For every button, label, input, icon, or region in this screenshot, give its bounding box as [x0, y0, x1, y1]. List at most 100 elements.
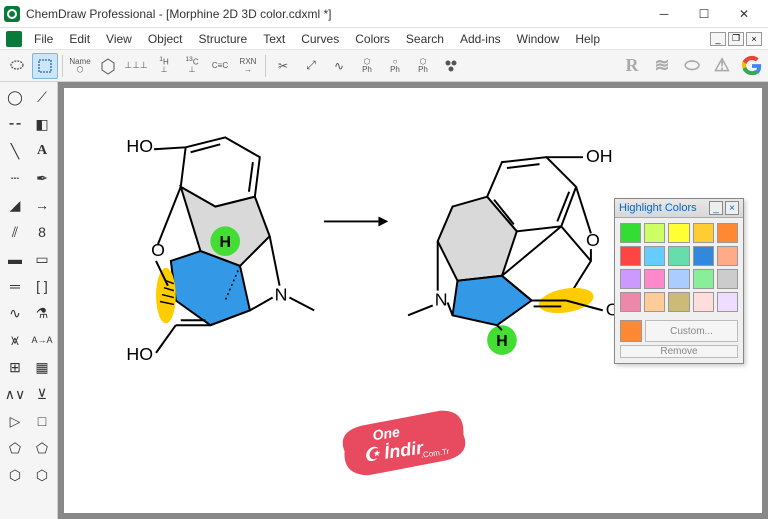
- color-swatch[interactable]: [644, 292, 665, 312]
- warning-icon[interactable]: ⚠: [710, 54, 734, 78]
- eraser-tool[interactable]: ◧: [29, 111, 55, 137]
- sq-tool[interactable]: □: [29, 408, 55, 434]
- color-swatch[interactable]: [644, 246, 665, 266]
- color-swatch[interactable]: [668, 223, 689, 243]
- cloud-icon[interactable]: ⬭: [680, 54, 704, 78]
- color-swatch[interactable]: [644, 223, 665, 243]
- pent2-tool[interactable]: ⬠: [29, 435, 55, 461]
- bracket-tool[interactable]: [ ]: [29, 273, 55, 299]
- hex2-tool[interactable]: ⬡: [29, 462, 55, 488]
- zig2-tool[interactable]: ∧∨: [2, 381, 28, 407]
- maximize-button[interactable]: ☐: [684, 0, 724, 28]
- tri-tool[interactable]: ▷: [2, 408, 28, 434]
- mass-tool[interactable]: ⊥⊥⊥: [123, 53, 149, 79]
- r-icon[interactable]: R: [620, 54, 644, 78]
- color-swatch[interactable]: [717, 223, 738, 243]
- color-swatch[interactable]: [620, 223, 641, 243]
- panel-title: Highlight Colors: [619, 202, 707, 214]
- color-swatch[interactable]: [693, 223, 714, 243]
- ph3-tool[interactable]: ⬡Ph: [410, 53, 436, 79]
- lasso-tool[interactable]: [4, 53, 30, 79]
- line-tool[interactable]: ╲: [2, 138, 28, 164]
- atoa-tool[interactable]: A→A: [29, 327, 55, 353]
- cluster-tool[interactable]: [438, 53, 464, 79]
- stamp-tool[interactable]: ⊻: [29, 381, 55, 407]
- menu-window[interactable]: Window: [509, 30, 568, 48]
- hash-tool[interactable]: ⫽: [2, 219, 28, 245]
- drawing-canvas[interactable]: H O HO HO: [64, 88, 762, 513]
- pent-tool[interactable]: ⬠: [2, 435, 28, 461]
- bold-line-tool[interactable]: ▬: [2, 246, 28, 272]
- close-button[interactable]: ✕: [724, 0, 764, 28]
- link-tool[interactable]: ∿: [326, 53, 352, 79]
- double-tool[interactable]: ═: [2, 273, 28, 299]
- custom-button[interactable]: Custom...: [645, 320, 738, 342]
- color-swatch[interactable]: [668, 246, 689, 266]
- color-swatch[interactable]: [668, 292, 689, 312]
- connector-tool[interactable]: ⟋: [29, 84, 55, 110]
- menu-structure[interactable]: Structure: [191, 30, 256, 48]
- menu-curves[interactable]: Curves: [293, 30, 347, 48]
- color-swatch[interactable]: [693, 269, 714, 289]
- menu-help[interactable]: Help: [567, 30, 608, 48]
- dropper-tool[interactable]: ⁃⁃: [2, 111, 28, 137]
- mdi-close[interactable]: ×: [746, 32, 762, 46]
- minimize-button[interactable]: ─: [644, 0, 684, 28]
- pen-tool[interactable]: ✒: [29, 165, 55, 191]
- grid-tool[interactable]: ⊞: [2, 354, 28, 380]
- wedge-tool[interactable]: ◢: [2, 192, 28, 218]
- menu-colors[interactable]: Colors: [347, 30, 398, 48]
- svg-text:H: H: [219, 234, 230, 251]
- c-nmr-tool[interactable]: 13C⊥: [179, 53, 205, 79]
- menu-object[interactable]: Object: [140, 30, 191, 48]
- orbital-tool[interactable]: 8: [29, 219, 55, 245]
- marquee-tool[interactable]: [32, 53, 58, 79]
- menu-view[interactable]: View: [98, 30, 140, 48]
- color-swatch[interactable]: [693, 292, 714, 312]
- cut-tool[interactable]: ✂: [270, 53, 296, 79]
- menu-text[interactable]: Text: [255, 30, 293, 48]
- table-tool[interactable]: ▦: [29, 354, 55, 380]
- svg-text:N: N: [275, 285, 288, 305]
- name-tool[interactable]: Name⬡: [67, 53, 93, 79]
- color-swatch[interactable]: [717, 292, 738, 312]
- dash-tool[interactable]: ┄: [2, 165, 28, 191]
- menu-search[interactable]: Search: [398, 30, 452, 48]
- zigzag-tool[interactable]: ⩙: [2, 327, 28, 353]
- color-swatch[interactable]: [620, 246, 641, 266]
- ring-tool[interactable]: [95, 53, 121, 79]
- rxn-tool[interactable]: RXN→: [235, 53, 261, 79]
- color-swatch[interactable]: [693, 246, 714, 266]
- lasso2-tool[interactable]: ◯: [2, 84, 28, 110]
- color-swatch[interactable]: [717, 269, 738, 289]
- menu-file[interactable]: File: [26, 30, 61, 48]
- color-swatch[interactable]: [668, 269, 689, 289]
- remove-button[interactable]: Remove: [620, 345, 738, 358]
- wave-tool[interactable]: ∿: [2, 300, 28, 326]
- cc-tool[interactable]: C≡C: [207, 53, 233, 79]
- chem-tool[interactable]: ⚗: [29, 300, 55, 326]
- left-toolbar: ◯ ⟋ ⁃⁃ ◧ ╲ A ┄ ✒ ◢ → ⫽ 8 ▬ ▭ ═ [ ] ∿ ⚗ ⩙…: [0, 82, 58, 519]
- h-nmr-tool[interactable]: 1H⊥: [151, 53, 177, 79]
- color-swatch[interactable]: [644, 269, 665, 289]
- svg-text:HO: HO: [126, 344, 153, 364]
- menu-edit[interactable]: Edit: [61, 30, 98, 48]
- color-swatch[interactable]: [620, 269, 641, 289]
- ph-ring-tool[interactable]: ⬡Ph: [354, 53, 380, 79]
- ph-circle-tool[interactable]: ○Ph: [382, 53, 408, 79]
- hex-tool[interactable]: ⬡: [2, 462, 28, 488]
- mdi-minimize[interactable]: _: [710, 32, 726, 46]
- rect-tool[interactable]: ▭: [29, 246, 55, 272]
- panel-close[interactable]: ×: [725, 201, 739, 215]
- expand-tool[interactable]: ⤢: [298, 53, 324, 79]
- text-tool[interactable]: A: [29, 138, 55, 164]
- arrow-tool[interactable]: →: [29, 192, 55, 218]
- menu-addins[interactable]: Add-ins: [452, 30, 509, 48]
- watermark: One ☪ İndir .Com.Tr: [334, 408, 474, 478]
- color-swatch[interactable]: [717, 246, 738, 266]
- panel-minimize[interactable]: _: [709, 201, 723, 215]
- layers-icon[interactable]: ≋: [650, 54, 674, 78]
- google-icon[interactable]: [740, 54, 764, 78]
- color-swatch[interactable]: [620, 292, 641, 312]
- mdi-restore[interactable]: ❐: [728, 32, 744, 46]
